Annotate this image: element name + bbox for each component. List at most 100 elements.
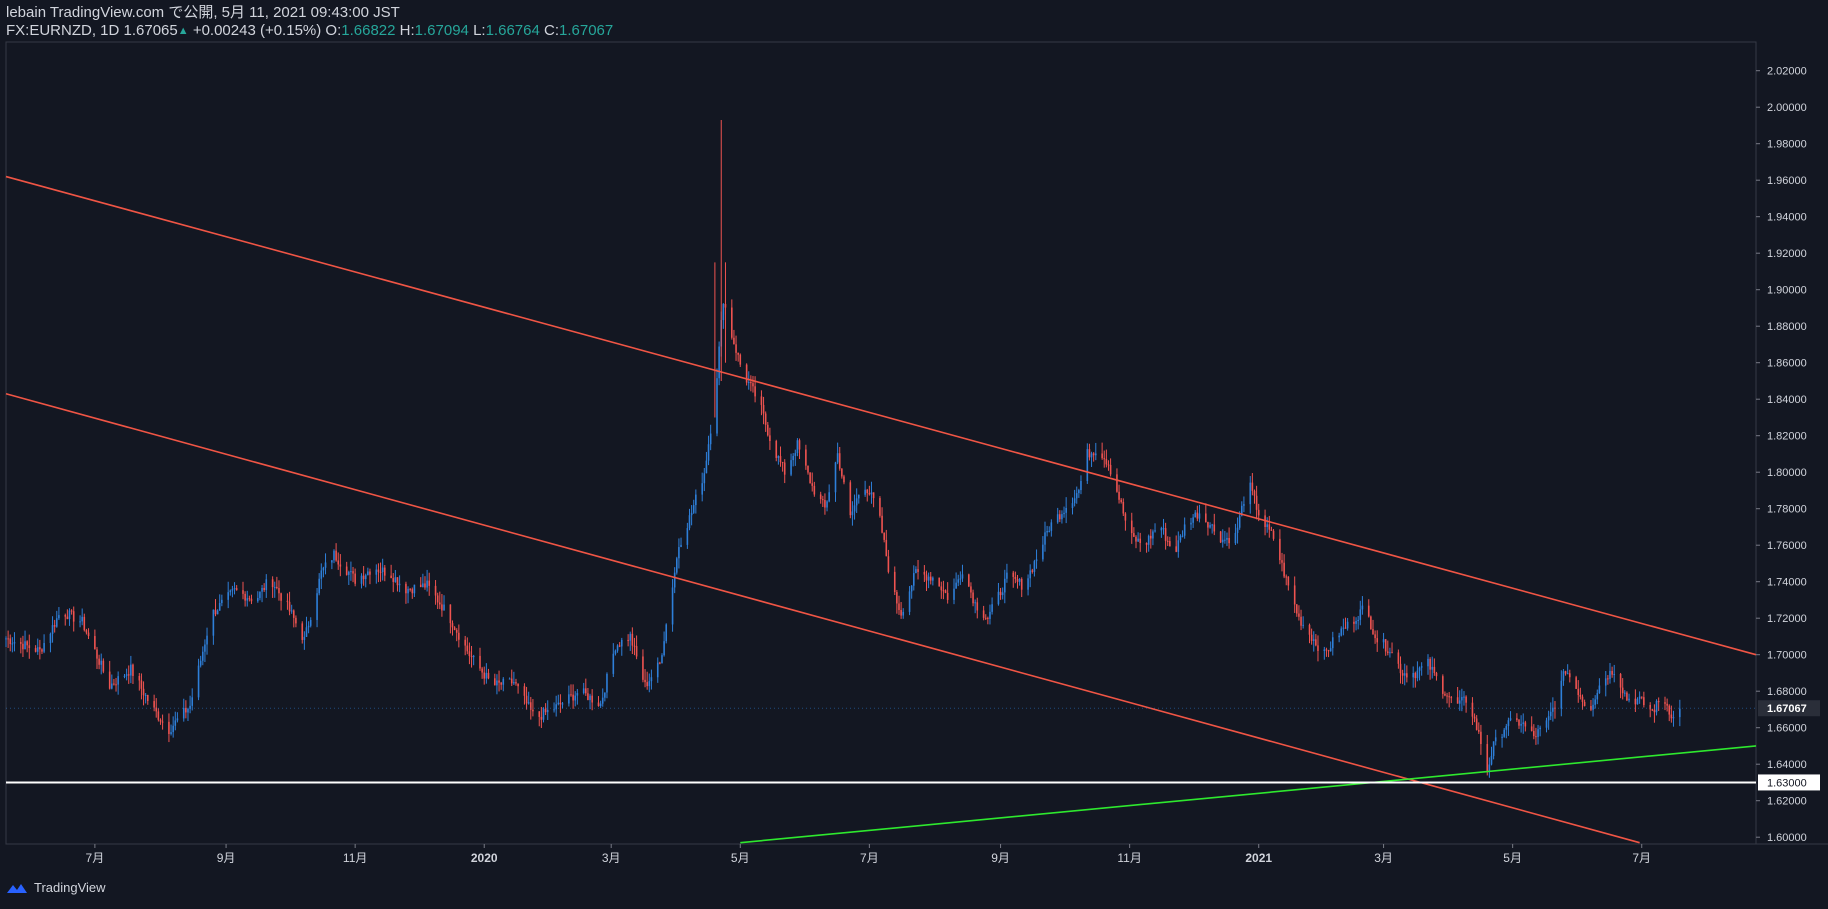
candle-body (1196, 512, 1199, 519)
candle-body (1376, 638, 1379, 643)
candle-body (396, 577, 399, 586)
candle-body (68, 610, 71, 620)
candle-body (555, 704, 557, 710)
trendline-channel-upper[interactable] (5, 175, 1757, 656)
candle-body (1240, 505, 1243, 516)
candle-body (1416, 670, 1419, 679)
candle-body (481, 668, 483, 673)
candle-body (1418, 667, 1421, 671)
candle-body (83, 616, 86, 631)
candle-body (582, 688, 585, 694)
candle-body (953, 588, 955, 600)
last-price-badge (1758, 700, 1820, 717)
candle-body (127, 674, 130, 676)
candle-body (318, 578, 320, 594)
publish-info: lebain TradingView.com で公開, 5月 11, 2021 … (6, 4, 400, 21)
candle-body (1547, 716, 1550, 721)
candle-body (1338, 635, 1340, 638)
price-tick-label: 1.64000 (1767, 759, 1807, 771)
candle-body (494, 678, 496, 686)
candle-body (125, 674, 128, 676)
candle-body (678, 547, 680, 559)
candle-body (39, 647, 41, 650)
candle-body (991, 604, 993, 612)
candle-body (1179, 535, 1182, 541)
candle-body (36, 647, 39, 652)
candle-body (1516, 718, 1518, 720)
candle-body (1139, 538, 1142, 543)
candle-body (305, 627, 308, 637)
candle-body (1056, 514, 1059, 523)
candle-body (650, 677, 653, 682)
candle-body (604, 692, 606, 698)
trendline-support[interactable] (740, 745, 1757, 844)
candle-body (436, 595, 439, 603)
candle-body (1628, 698, 1630, 701)
candle-body (1283, 562, 1285, 577)
candle-body (997, 591, 1000, 605)
symbol-label[interactable]: FX:EURNZD, 1D (6, 22, 120, 39)
price-tick-label: 1.74000 (1767, 577, 1807, 589)
candle-body (1651, 709, 1654, 711)
candle-body (1249, 482, 1252, 505)
trendline-channel-lower[interactable] (5, 392, 1640, 844)
candle-body (1429, 658, 1431, 670)
candle-body (629, 633, 632, 641)
candle-body (822, 499, 824, 501)
candle-body (231, 589, 234, 591)
candle-body (1444, 693, 1446, 696)
price-tick-label: 1.94000 (1767, 212, 1807, 224)
candle-body (898, 603, 900, 611)
candle-body (1412, 673, 1414, 678)
candle-body (1298, 613, 1300, 617)
candle-body (26, 641, 28, 646)
candle-body (498, 680, 500, 683)
candle-body (383, 567, 386, 576)
candle-body (1209, 525, 1211, 528)
candle-body (360, 575, 363, 584)
candle-body (1061, 514, 1063, 520)
candle-body (976, 602, 979, 611)
candle-body (1367, 605, 1370, 617)
candle-body (1059, 514, 1061, 520)
candle-body (43, 643, 45, 652)
candle-body (1490, 755, 1493, 765)
candle-body (1221, 539, 1224, 543)
candle-body (1327, 650, 1330, 652)
candle-body (688, 515, 691, 529)
candle-body (735, 344, 737, 353)
candle-body (896, 592, 898, 604)
candle-body (288, 601, 291, 612)
candle-body (1329, 648, 1332, 652)
candle-body (999, 591, 1002, 596)
candle-body (923, 571, 926, 575)
candle-body (707, 444, 710, 461)
price-tick-label: 1.70000 (1767, 650, 1807, 662)
candle-body (836, 453, 839, 463)
candle-body (648, 681, 651, 687)
price-tick-label: 2.00000 (1767, 102, 1807, 114)
candle-body (1325, 649, 1328, 651)
publish-line: lebain TradingView.com で公開, 5月 11, 2021 … (6, 4, 613, 22)
candle-body (737, 352, 739, 355)
candle-body (273, 586, 276, 588)
candle-body (24, 641, 26, 650)
candle-body (1501, 736, 1503, 738)
candle-body (1611, 670, 1613, 675)
candle-body (98, 658, 100, 665)
candle-body (1492, 741, 1495, 756)
candle-body (379, 571, 382, 573)
candle-body (974, 602, 976, 604)
candle-body (982, 610, 985, 618)
candle-body (828, 492, 830, 502)
candle-body (422, 583, 424, 587)
candle-body (872, 492, 875, 499)
candle-body (246, 598, 249, 601)
candle-body (616, 645, 619, 651)
candle-body (972, 592, 974, 604)
price-tick-label: 1.72000 (1767, 613, 1807, 625)
candle-body (424, 583, 426, 588)
candle-body (155, 707, 158, 712)
candle-body (686, 528, 689, 545)
